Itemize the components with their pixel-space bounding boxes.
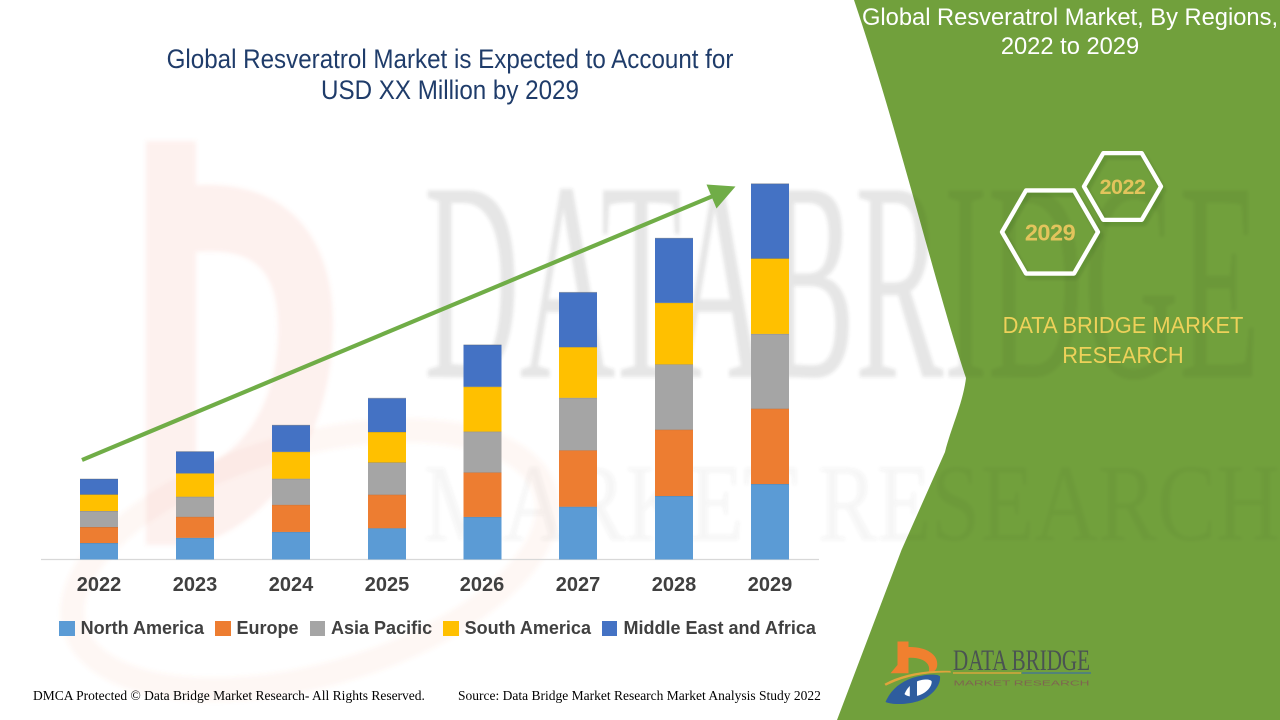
svg-text:2029: 2029: [1025, 220, 1076, 246]
svg-text:DATA BRIDGE: DATA BRIDGE: [953, 644, 1090, 677]
svg-text:MARKET RESEARCH: MARKET RESEARCH: [954, 680, 1090, 687]
svg-text:2022: 2022: [1100, 175, 1146, 199]
